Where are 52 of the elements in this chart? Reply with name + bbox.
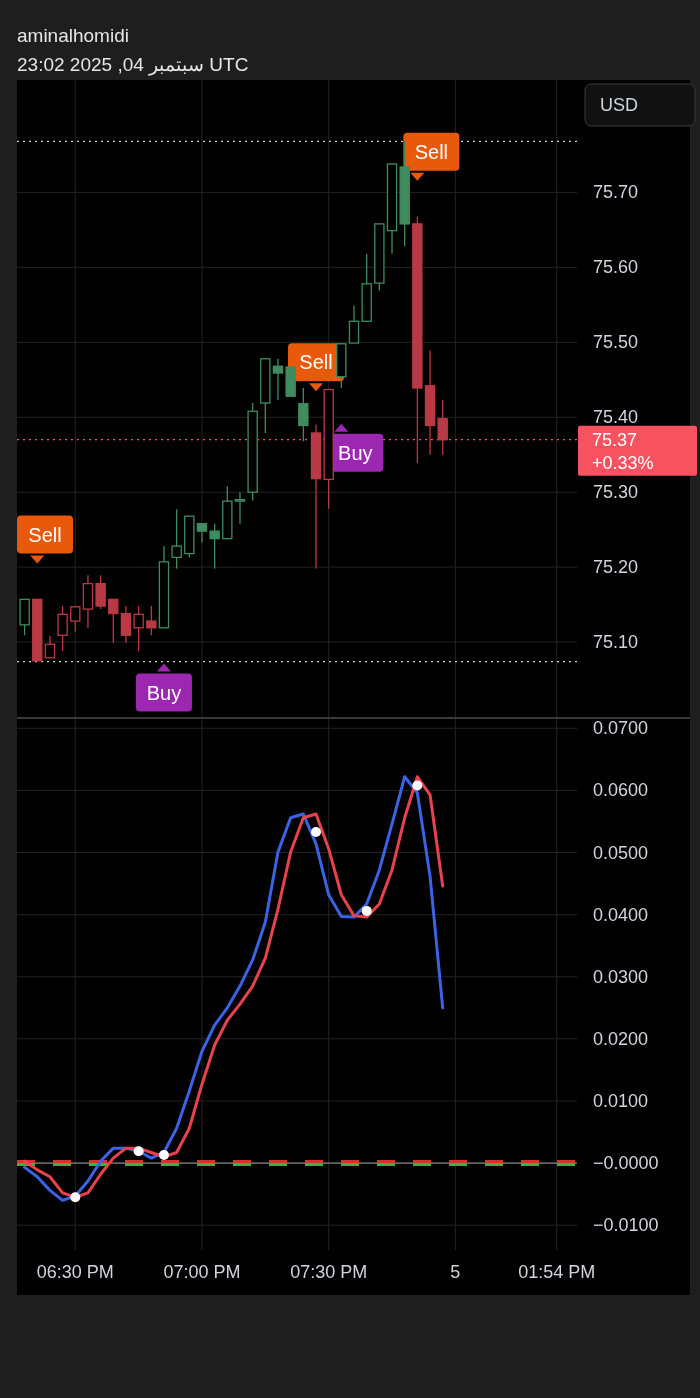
- data-label: Buy: [146, 681, 182, 704]
- y-tick-label: 75.30: [593, 482, 639, 503]
- y-tick-label: 0.0100: [593, 1090, 649, 1111]
- candlestick: [272, 358, 284, 401]
- y-tick-label: 75.20: [593, 557, 639, 578]
- data-label: Sell: [299, 351, 333, 374]
- y-tick-label: −0.0000: [593, 1153, 659, 1174]
- point: [311, 827, 322, 838]
- x-tick-label: 07:00 PM: [163, 1262, 241, 1282]
- y-tick-label: 75.60: [593, 257, 639, 278]
- candlestick: [44, 635, 56, 659]
- candlestick: [209, 523, 220, 570]
- y-tick-label: 75.50: [593, 332, 639, 353]
- y-tick-label: 0.0400: [593, 904, 649, 925]
- candlestick: [70, 606, 81, 633]
- text: USD: [600, 95, 639, 115]
- y-tick-label: 75.10: [593, 632, 639, 653]
- candlestick: [437, 399, 448, 456]
- point: [361, 905, 372, 916]
- data-label: Sell: [414, 140, 449, 163]
- candlestick: [348, 304, 360, 344]
- y-tick-label: 75.40: [593, 407, 639, 428]
- x-tick-label: 06:30 PM: [36, 1262, 114, 1282]
- x-tick-label: 01:54 PM: [518, 1262, 596, 1282]
- candlestick: [108, 598, 119, 644]
- point: [412, 780, 423, 791]
- y-tick-label: 75.70: [593, 182, 639, 203]
- point: [133, 1146, 144, 1157]
- y-tick-label: −0.0100: [593, 1215, 659, 1236]
- x-tick-label: 5: [450, 1262, 461, 1282]
- candlestick: [146, 605, 157, 636]
- point: [70, 1192, 81, 1203]
- y-tick-label: 0.0700: [593, 718, 649, 739]
- y-tick-label: 0.0600: [593, 780, 649, 801]
- candlestick: [234, 491, 246, 525]
- candlestick: [298, 387, 309, 442]
- candlestick: [196, 523, 208, 544]
- y-tick-label: 0.0500: [593, 842, 649, 863]
- ref-line-label: 75.37 +0.33%: [592, 429, 654, 473]
- candlestick: [120, 605, 132, 644]
- candlestick: [57, 605, 68, 652]
- data-label: Buy: [338, 441, 373, 464]
- y-tick-label: 0.0300: [593, 966, 649, 987]
- point: [158, 1149, 169, 1160]
- candlestick: [171, 508, 182, 570]
- y-tick-label: 0.0200: [593, 1028, 649, 1049]
- data-label: Sell: [28, 523, 62, 546]
- x-tick-label: 07:30 PM: [290, 1262, 368, 1282]
- chart-subtitle: سبتمبر 04, 2025 23:02 UTC: [17, 53, 249, 76]
- chart-title: aminalhomidi: [17, 24, 129, 46]
- candlestick: [95, 574, 106, 610]
- candlestick: [133, 605, 144, 652]
